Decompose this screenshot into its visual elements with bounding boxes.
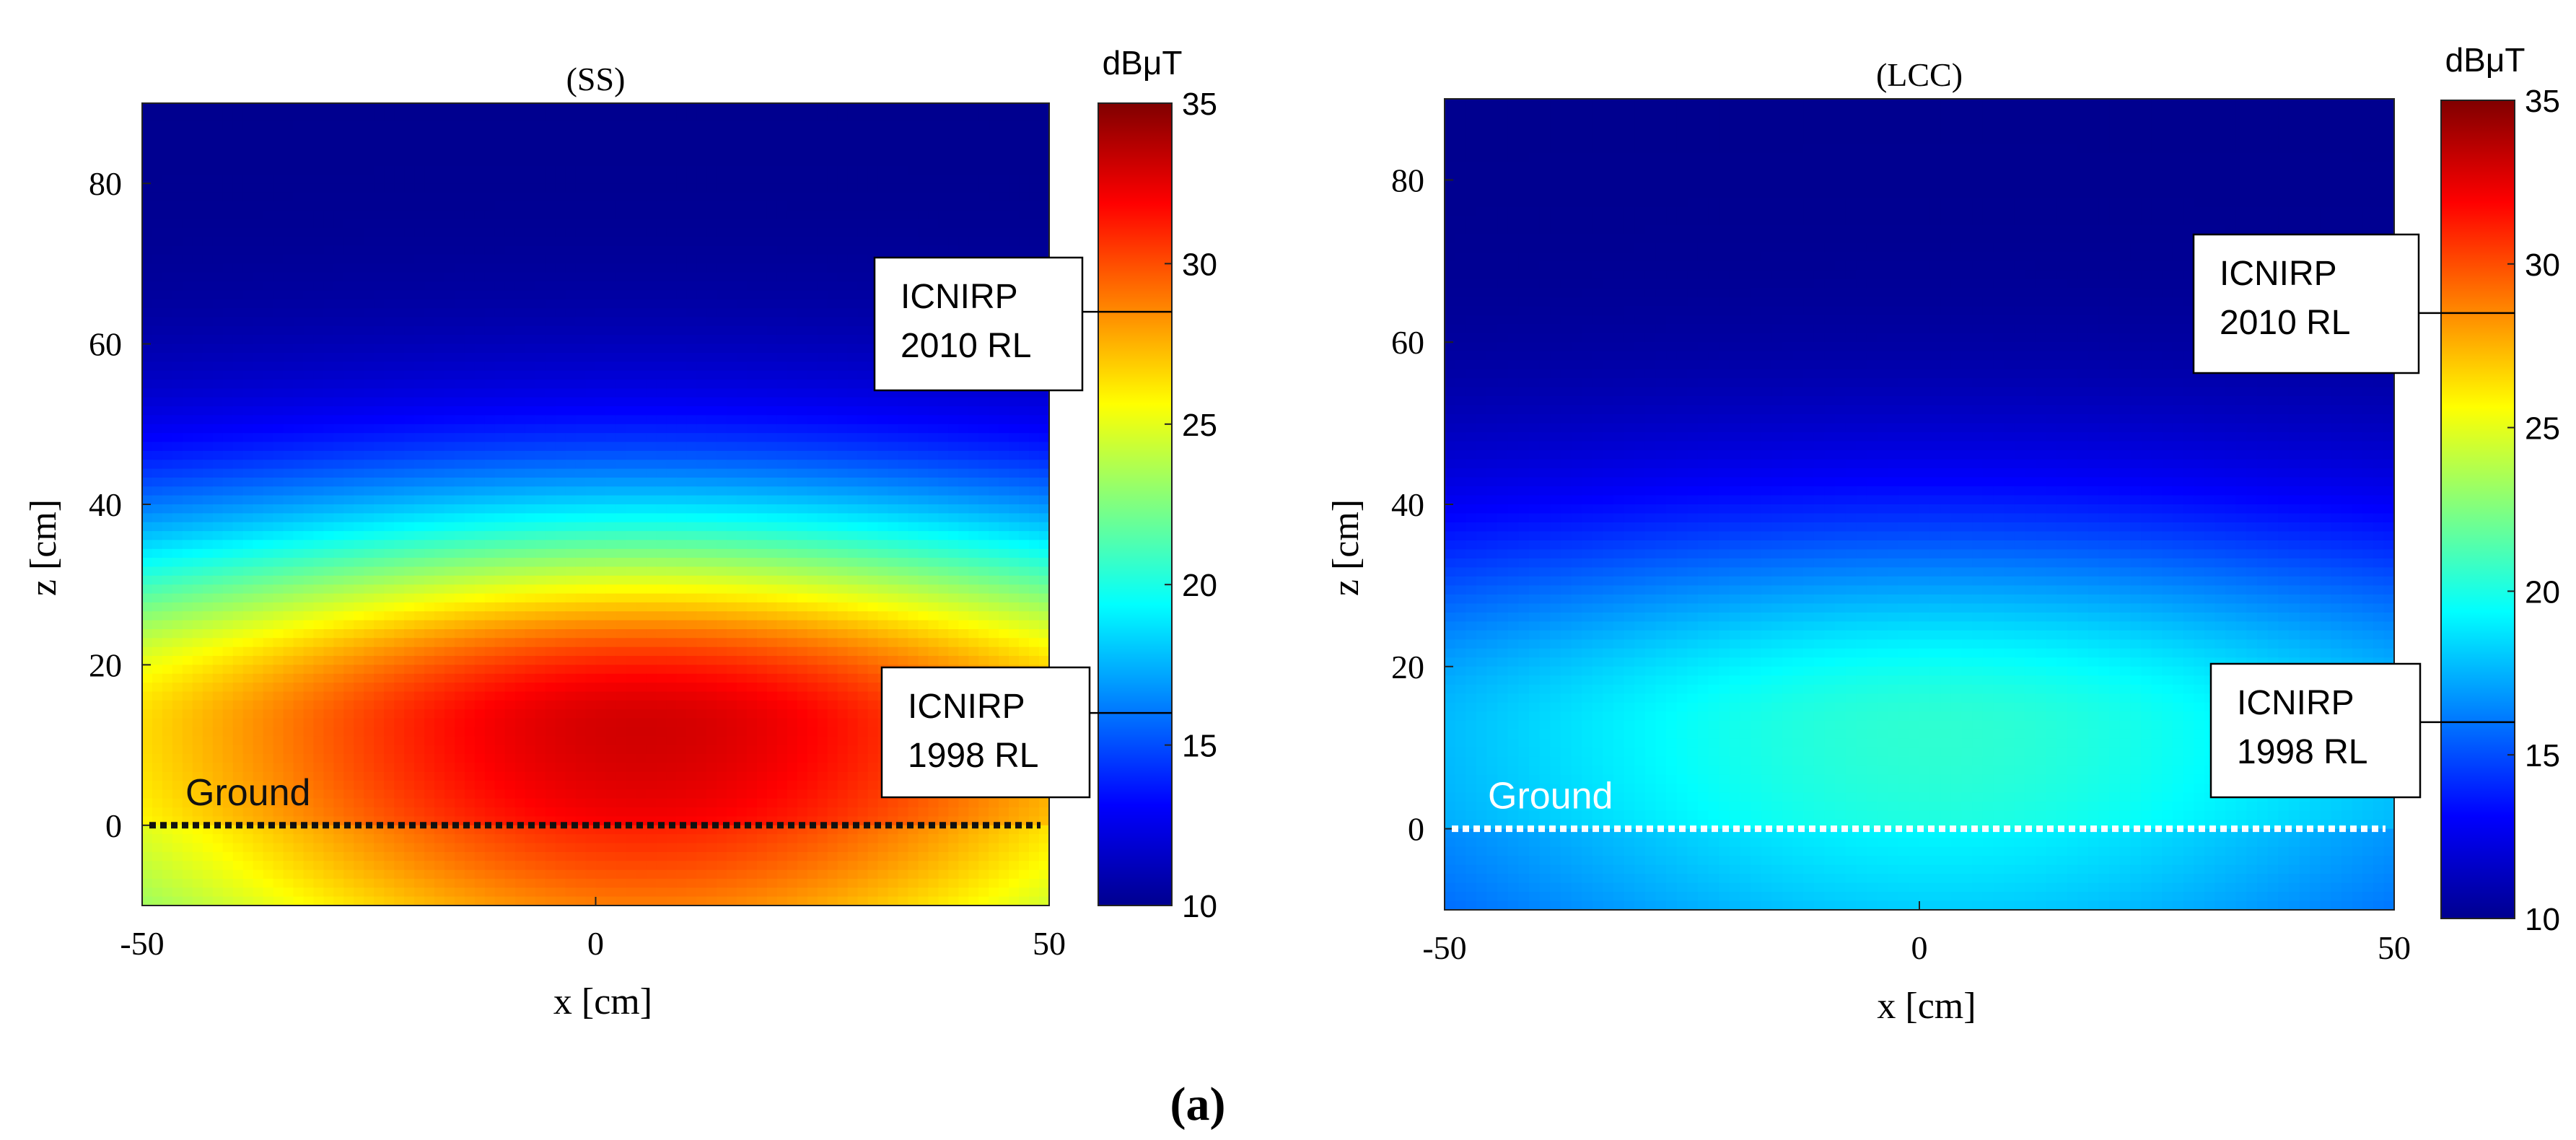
y-axis-label: z [cm]: [23, 499, 64, 596]
y-tick-label: 40: [1391, 486, 1424, 523]
annotation-line2: 2010 RL: [2220, 304, 2350, 342]
annotation-line1: ICNIRP: [901, 278, 1018, 316]
colorbar-tick-label: 35: [2525, 84, 2560, 119]
annotation-box: [2192, 233, 2420, 374]
y-tick-label: 80: [89, 165, 122, 202]
annotation-box: [873, 256, 1084, 392]
y-axis-label: z [cm]: [1326, 499, 1367, 596]
annotation-line2: 2010 RL: [901, 327, 1031, 365]
colorbar-tick-label: 25: [1182, 408, 1217, 443]
colorbar: [2440, 100, 2515, 919]
x-tick-label: 50: [1033, 925, 1066, 962]
colorbar-tick-label: 20: [2525, 574, 2560, 610]
colorbar: [1098, 102, 1173, 906]
ground-label: Ground: [185, 772, 310, 814]
x-axis-label: x [cm]: [553, 981, 652, 1022]
annotation-box: [880, 666, 1091, 799]
annotation-box: [2209, 662, 2422, 799]
colorbar-tick-label: 10: [2525, 902, 2560, 937]
colorbar-tick-label: 15: [2525, 738, 2560, 773]
y-tick-label: 60: [1391, 324, 1424, 361]
colorbar-tick-label: 20: [1182, 568, 1217, 603]
x-tick-label: 50: [2378, 929, 2411, 966]
colorbar-tick-label: 25: [2525, 411, 2560, 447]
x-tick-label: 0: [1911, 929, 1928, 966]
annotation-line1: ICNIRP: [2237, 684, 2354, 722]
y-tick-label: 0: [105, 807, 122, 844]
colorbar-tick-label: 30: [2525, 247, 2560, 283]
colorbar-tick-label: 30: [1182, 247, 1217, 282]
x-axis-label: x [cm]: [1877, 986, 1976, 1027]
y-tick-label: 0: [1408, 811, 1424, 848]
y-tick-label: 60: [89, 326, 122, 363]
figure-label: (a): [1170, 1078, 1226, 1131]
heatmap-field: [1445, 99, 2394, 910]
panel-ss: (SS) -50 0 50 0 20 40 60 80 x [cm] z [cm] Ground 10 1…: [23, 44, 1217, 1022]
colorbar-tick-label: 15: [1182, 729, 1217, 764]
x-tick-label: 0: [587, 925, 604, 962]
chart-title: (LCC): [1876, 56, 1963, 93]
y-tick-label: 20: [1391, 649, 1424, 685]
annotation-line1: ICNIRP: [908, 688, 1025, 726]
ground-label: Ground: [1488, 776, 1613, 817]
x-tick-label: -50: [1422, 929, 1466, 966]
annotation-line2: 1998 RL: [908, 737, 1038, 775]
panel-lcc: (LCC) -50 0 50 0 20 40 60 80 x [cm] z [cm] Ground 10…: [1326, 41, 2560, 1027]
x-tick-label: -50: [120, 925, 164, 962]
colorbar-label: dBμT: [1103, 44, 1183, 82]
y-tick-label: 80: [1391, 162, 1424, 198]
colorbar-label: dBμT: [2445, 41, 2525, 79]
y-tick-label: 20: [89, 646, 122, 683]
annotation-line2: 1998 RL: [2237, 733, 2367, 771]
colorbar-tick-label: 35: [1182, 87, 1217, 122]
chart-title: (SS): [566, 61, 626, 97]
annotation-line1: ICNIRP: [2220, 255, 2337, 293]
y-tick-label: 40: [89, 486, 122, 523]
colorbar-tick-label: 10: [1182, 889, 1217, 924]
